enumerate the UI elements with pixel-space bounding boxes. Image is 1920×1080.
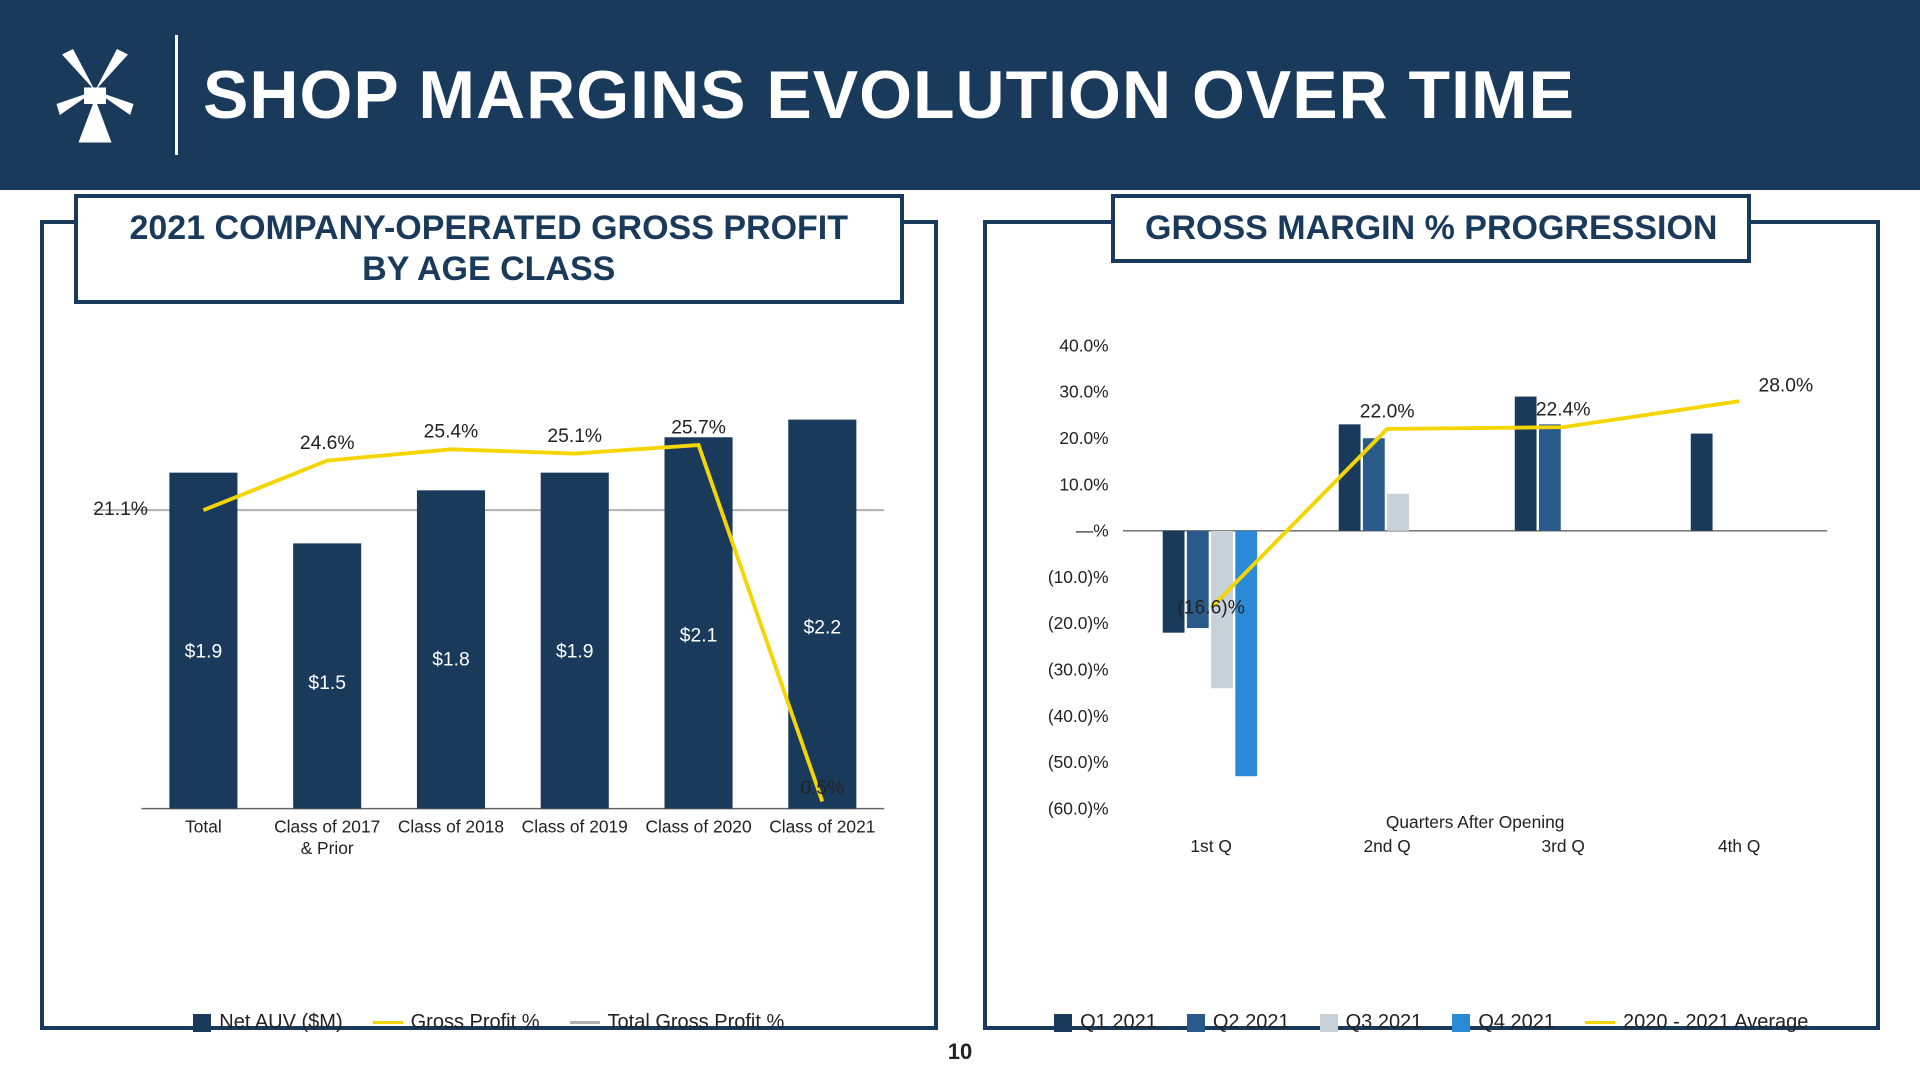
content-area: 2021 COMPANY-OPERATED GROSS PROFIT BY AG… — [0, 190, 1920, 1030]
logo-area: SHOP MARGINS EVOLUTION OVER TIME — [40, 35, 1575, 155]
header-divider — [175, 35, 178, 155]
svg-text:40.0%: 40.0% — [1059, 335, 1108, 355]
svg-text:Class of 2019: Class of 2019 — [522, 817, 628, 837]
svg-text:$2.2: $2.2 — [804, 618, 842, 639]
svg-text:Class of 2020: Class of 2020 — [645, 817, 751, 837]
svg-text:4th Q: 4th Q — [1717, 836, 1759, 856]
page-number: 10 — [948, 1039, 972, 1065]
left-legend: Net AUV ($M)Gross Profit %Total Gross Pr… — [74, 1011, 904, 1034]
svg-text:$1.5: $1.5 — [308, 673, 346, 694]
svg-text:(10.0)%: (10.0)% — [1047, 567, 1108, 587]
svg-text:24.6%: 24.6% — [300, 433, 355, 454]
svg-text:$2.1: $2.1 — [680, 626, 718, 647]
svg-text:22.4%: 22.4% — [1535, 400, 1590, 421]
right-panel-title: GROSS MARGIN % PROGRESSION — [1111, 194, 1751, 263]
svg-text:Class of 2021: Class of 2021 — [769, 817, 875, 837]
svg-text:Class of 2018: Class of 2018 — [398, 817, 504, 837]
svg-text:Total: Total — [185, 817, 222, 837]
slide-title: SHOP MARGINS EVOLUTION OVER TIME — [203, 56, 1575, 134]
svg-text:20.0%: 20.0% — [1059, 428, 1108, 448]
svg-text:$1.9: $1.9 — [185, 641, 223, 662]
svg-text:21.1%: 21.1% — [93, 499, 148, 520]
svg-text:Class of 2017: Class of 2017 — [274, 817, 380, 837]
svg-text:0.5%: 0.5% — [800, 778, 844, 799]
svg-text:$1.9: $1.9 — [556, 641, 594, 662]
svg-text:25.1%: 25.1% — [547, 426, 602, 447]
left-panel: 2021 COMPANY-OPERATED GROSS PROFIT BY AG… — [40, 220, 938, 1030]
svg-text:22.0%: 22.0% — [1359, 401, 1414, 422]
windmill-icon — [40, 38, 150, 153]
svg-text:3rd Q: 3rd Q — [1541, 836, 1584, 856]
svg-text:10.0%: 10.0% — [1059, 474, 1108, 494]
svg-text:28.0%: 28.0% — [1758, 376, 1813, 397]
svg-text:(20.0)%: (20.0)% — [1047, 613, 1108, 633]
svg-text:(50.0)%: (50.0)% — [1047, 752, 1108, 772]
right-chart: 40.0% 30.0% 20.0% 10.0% —% (10.0)% (20.0)% (30.… — [1017, 274, 1847, 996]
right-panel: GROSS MARGIN % PROGRESSION 40.0%30.0%20.… — [983, 220, 1881, 1030]
svg-text:(30.0)%: (30.0)% — [1047, 660, 1108, 680]
right-legend: Q1 2021Q2 2021Q3 2021Q4 20212020 - 2021 … — [1017, 1011, 1847, 1034]
svg-text:25.4%: 25.4% — [424, 422, 479, 443]
svg-text:—%: —% — [1075, 521, 1108, 541]
left-chart: $1.9 Total $1.5 Class of 2017& Prior $1.8 Cla… — [74, 274, 904, 996]
svg-text:25.7%: 25.7% — [671, 417, 726, 438]
svg-text:1st Q: 1st Q — [1190, 836, 1231, 856]
svg-text:(16.6)%: (16.6)% — [1177, 597, 1245, 618]
svg-text:Quarters After Opening: Quarters After Opening — [1385, 812, 1564, 832]
svg-text:(40.0)%: (40.0)% — [1047, 706, 1108, 726]
svg-text:$1.8: $1.8 — [432, 649, 470, 670]
svg-text:(60.0)%: (60.0)% — [1047, 798, 1108, 818]
slide-header: SHOP MARGINS EVOLUTION OVER TIME — [0, 0, 1920, 190]
svg-text:30.0%: 30.0% — [1059, 382, 1108, 402]
svg-text:2nd Q: 2nd Q — [1363, 836, 1410, 856]
svg-text:& Prior: & Prior — [301, 838, 354, 858]
